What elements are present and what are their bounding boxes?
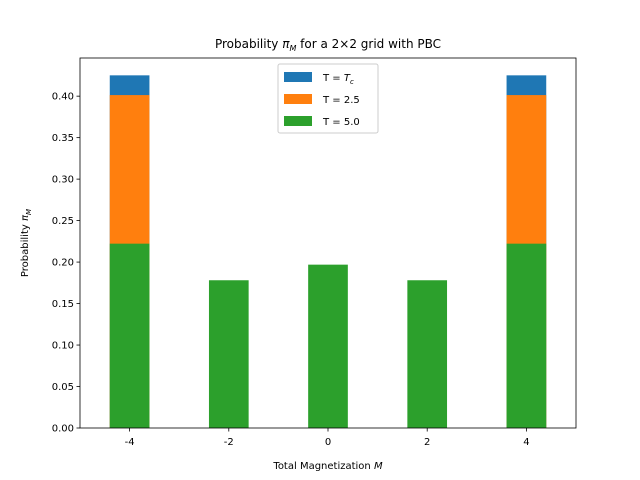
legend-swatch-1 (284, 94, 312, 104)
chart-title-var: π (282, 37, 290, 51)
x-tick-label: -2 (224, 437, 234, 448)
chart-title-sub: M (289, 44, 296, 53)
bar-series-2-x--2 (208, 280, 249, 428)
chart-title-prefix: Probability (215, 37, 282, 51)
y-tick-label: 0.15 (52, 299, 74, 310)
x-tick-label: 2 (424, 437, 430, 448)
legend-label-0: T = Tc (322, 73, 354, 86)
chart-title-suffix: for a 2×2 grid with PBC (296, 37, 441, 51)
legend-label-2: T = 5.0 (322, 117, 360, 128)
x-tick-label: 4 (523, 437, 529, 448)
legend-swatch-2 (284, 116, 312, 126)
y-tick-label: 0.35 (52, 133, 74, 144)
y-tick-label: 0.00 (52, 424, 74, 435)
y-axis-label-var: π (20, 214, 31, 221)
x-ticks-group: -4 -2 0 2 4 (125, 428, 530, 448)
plot-frame (79, 57, 577, 429)
legend-swatch-0 (284, 72, 312, 82)
x-tick-label: -4 (125, 437, 135, 448)
bar-series-2-x--4 (109, 243, 150, 428)
x-axis-label-var: M (374, 461, 383, 472)
bar-series-2-x-2 (407, 280, 448, 428)
y-axis-label: Probability πM (20, 209, 33, 277)
legend: T = Tc T = 2.5 T = 5.0 (277, 63, 379, 134)
legend-label-1: T = 2.5 (322, 95, 360, 106)
y-tick-label: 0.40 (52, 92, 74, 103)
bars-group (109, 75, 547, 429)
bar-series-2-x-0 (308, 264, 348, 428)
y-axis-label-sub: M (25, 209, 33, 215)
y-axis-label-text: Probability (20, 221, 31, 277)
x-axis-label-text: Total Magnetization (272, 461, 374, 472)
y-tick-label: 0.05 (52, 382, 74, 393)
y-ticks-group: 0.00 0.05 0.10 0.15 0.20 0.25 0.30 0.35 0.40 (52, 92, 80, 435)
x-axis-label: Total Magnetization M (272, 461, 383, 472)
y-tick-label: 0.20 (52, 258, 74, 269)
y-tick-label: 0.25 (52, 216, 74, 227)
y-tick-label: 0.10 (52, 341, 74, 352)
chart-title: Probability πM for a 2×2 grid with PBC (215, 37, 441, 53)
bar-series-2-x-4 (506, 243, 547, 428)
y-tick-label: 0.30 (52, 175, 74, 186)
x-tick-label: 0 (325, 437, 331, 448)
